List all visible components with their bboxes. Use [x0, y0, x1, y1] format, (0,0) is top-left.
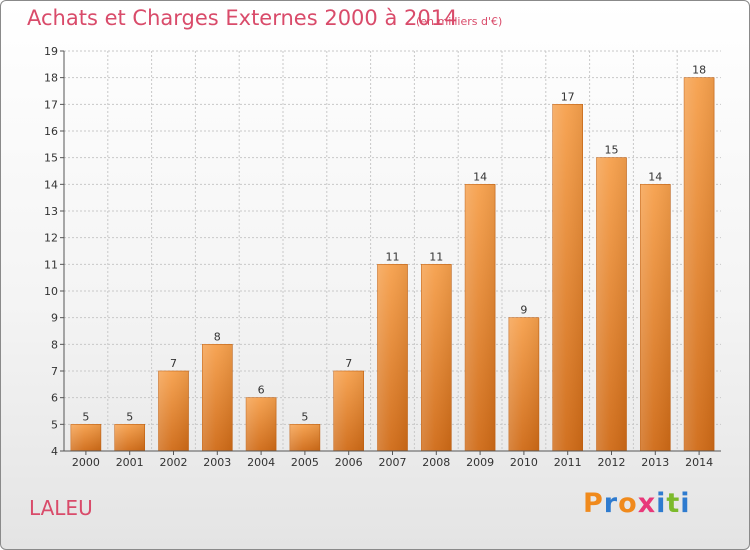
- x-tick-label: 2003: [203, 456, 231, 469]
- bar-shine: [596, 157, 627, 451]
- data-label: 5: [301, 410, 308, 423]
- bar-shine: [552, 104, 583, 451]
- data-label: 5: [126, 410, 133, 423]
- logo-letter: i: [656, 488, 667, 519]
- logo-letter: x: [637, 488, 657, 519]
- bar-shine: [246, 397, 277, 451]
- logo-letter: r: [603, 488, 619, 519]
- bar-shine: [421, 264, 452, 451]
- y-tick-label: 12: [44, 232, 58, 245]
- y-tick-label: 10: [44, 285, 58, 298]
- logo-letter: i: [680, 488, 691, 519]
- y-tick-label: 9: [51, 312, 58, 325]
- bar-shine: [158, 371, 189, 451]
- chart-title: Achats et Charges Externes 2000 à 2014: [27, 6, 458, 30]
- logo-letter: P: [583, 488, 604, 519]
- x-tick-label: 2006: [335, 456, 363, 469]
- x-tick-label: 2002: [160, 456, 188, 469]
- data-label: 6: [258, 384, 265, 397]
- x-tick-label: 2012: [598, 456, 626, 469]
- y-tick-label: 4: [51, 445, 58, 458]
- x-tick-label: 2004: [247, 456, 275, 469]
- bar-shine: [289, 424, 320, 451]
- y-tick-label: 18: [44, 72, 58, 85]
- bar-shine: [640, 184, 671, 452]
- y-tick-label: 11: [44, 258, 58, 271]
- y-tick-label: 7: [51, 365, 58, 378]
- data-label: 11: [429, 250, 443, 263]
- bar-shine: [465, 184, 496, 452]
- x-tick-label: 2008: [422, 456, 450, 469]
- bar-shine: [114, 424, 145, 451]
- x-tick-label: 2013: [641, 456, 669, 469]
- data-label: 11: [386, 250, 400, 263]
- bar-shine: [377, 264, 408, 451]
- y-tick-label: 8: [51, 338, 58, 351]
- y-tick-label: 15: [44, 152, 58, 165]
- chart-subtitle: (en milliers d'€): [416, 15, 503, 28]
- x-tick-label: 2010: [510, 456, 538, 469]
- data-label: 18: [692, 64, 706, 77]
- y-tick-label: 19: [44, 45, 58, 58]
- bar-shine: [508, 317, 539, 451]
- y-tick-label: 13: [44, 205, 58, 218]
- y-tick-label: 17: [44, 98, 58, 111]
- x-tick-label: 2000: [72, 456, 100, 469]
- y-tick-label: 6: [51, 392, 58, 405]
- data-label: 14: [648, 170, 662, 183]
- x-tick-label: 2001: [116, 456, 144, 469]
- data-label: 17: [561, 90, 575, 103]
- x-tick-label: 2009: [466, 456, 494, 469]
- y-tick-label: 5: [51, 418, 58, 431]
- data-label: 5: [82, 410, 89, 423]
- x-tick-label: 2005: [291, 456, 319, 469]
- x-tick-label: 2011: [554, 456, 582, 469]
- bar-shine: [684, 77, 715, 452]
- bar-shine: [333, 371, 364, 451]
- x-tick-label: 2007: [379, 456, 407, 469]
- proxiti-logo[interactable]: Proxiti: [583, 488, 691, 519]
- data-label: 15: [605, 144, 619, 157]
- data-label: 8: [214, 330, 221, 343]
- place-name: LALEU: [29, 496, 93, 520]
- data-label: 9: [520, 304, 527, 317]
- data-label: 14: [473, 170, 487, 183]
- x-tick-label: 2014: [685, 456, 713, 469]
- logo-letter: o: [618, 488, 638, 519]
- data-label: 7: [170, 357, 177, 370]
- y-tick-label: 16: [44, 125, 58, 138]
- data-label: 7: [345, 357, 352, 370]
- bar-shine: [70, 424, 101, 451]
- y-tick-label: 14: [44, 178, 58, 191]
- bar-shine: [202, 344, 233, 451]
- logo-letter: t: [666, 488, 681, 519]
